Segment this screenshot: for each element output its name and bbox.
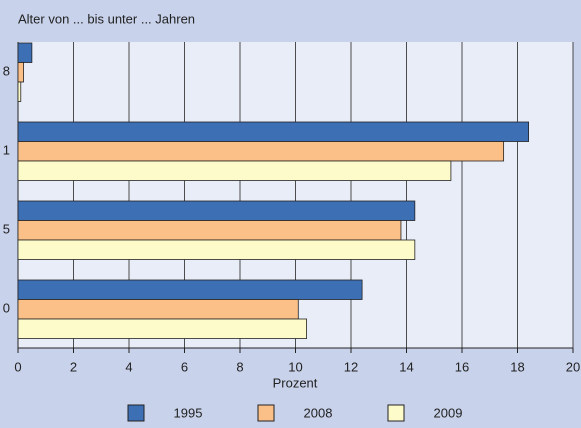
legend-swatch xyxy=(257,404,275,422)
y-tick-label: 8 xyxy=(3,64,10,79)
bar xyxy=(17,279,363,300)
x-tick-label: 0 xyxy=(14,359,21,374)
x-tick-label: 10 xyxy=(288,359,302,374)
bar xyxy=(17,42,33,63)
legend-swatch xyxy=(387,404,405,422)
x-tick-label: 12 xyxy=(344,359,358,374)
bar xyxy=(17,62,24,83)
bar xyxy=(17,318,308,339)
y-tick-label: 5 xyxy=(3,222,10,237)
x-tick-label: 14 xyxy=(399,359,413,374)
bar xyxy=(17,81,22,102)
bar xyxy=(17,299,299,320)
bar xyxy=(17,239,416,260)
x-tick-label: 2 xyxy=(70,359,77,374)
legend-label: 2008 xyxy=(304,405,333,420)
bar xyxy=(17,220,402,241)
bar xyxy=(17,160,452,181)
y-tick-label: 1 xyxy=(3,143,10,158)
x-tick-label: 6 xyxy=(181,359,188,374)
chart-title: Alter von ... bis unter ... Jahren xyxy=(18,11,195,26)
bar xyxy=(17,121,530,142)
y-tick-label: 0 xyxy=(3,301,10,316)
x-tick-label: 8 xyxy=(236,359,243,374)
bar xyxy=(17,200,416,221)
legend-label: 1995 xyxy=(174,405,203,420)
x-tick-label: 20 xyxy=(566,359,580,374)
x-tick-label: 4 xyxy=(125,359,132,374)
x-axis-label: Prozent xyxy=(273,375,318,390)
x-tick-label: 16 xyxy=(455,359,469,374)
legend-swatch xyxy=(127,404,145,422)
bar xyxy=(17,141,505,162)
x-tick-label: 18 xyxy=(510,359,524,374)
legend-label: 2009 xyxy=(434,405,463,420)
